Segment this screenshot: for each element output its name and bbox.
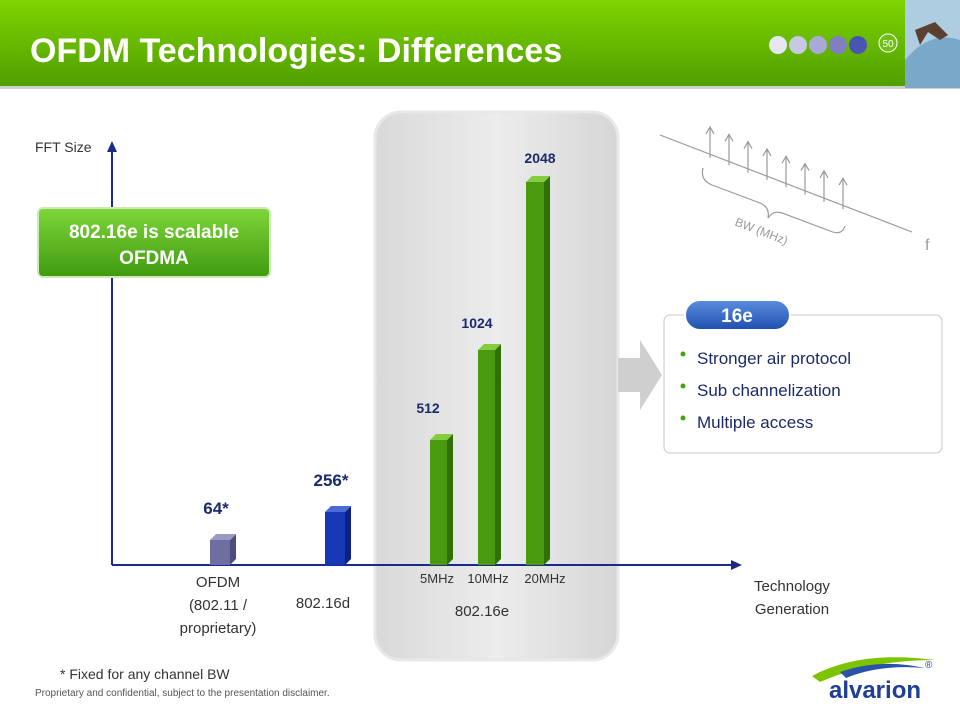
feature-box xyxy=(663,314,943,454)
bar xyxy=(526,176,550,565)
feature-item: Sub channelization xyxy=(697,381,841,400)
bar xyxy=(325,506,351,565)
group-label: (802.11 / xyxy=(189,597,248,614)
bar-label: 64* xyxy=(203,499,229,518)
frequency-label: f xyxy=(925,237,930,254)
bar xyxy=(430,434,453,565)
dot xyxy=(829,36,847,54)
subcarrier-head xyxy=(705,125,715,135)
y-arrow xyxy=(107,141,117,152)
bar-top xyxy=(478,344,501,350)
bar-front xyxy=(210,540,230,565)
subcarrier-head xyxy=(800,162,810,171)
subcarrier-head xyxy=(781,155,791,164)
bar-side xyxy=(495,344,501,565)
subcarriers xyxy=(705,125,848,210)
logo-swoosh xyxy=(840,663,925,678)
dot xyxy=(849,36,867,54)
feature-tag-text: 16e xyxy=(721,306,753,327)
x-arrow xyxy=(731,560,742,570)
bar xyxy=(210,534,236,565)
bar-top xyxy=(430,434,453,440)
callout-box xyxy=(37,207,271,278)
bar-top xyxy=(526,176,550,182)
logo-text: alvarion xyxy=(829,677,921,704)
photo-figure xyxy=(915,22,948,45)
group-label: proprietary) xyxy=(180,620,257,637)
subcarrier-head xyxy=(838,176,848,186)
bar-front xyxy=(526,182,544,565)
group-label: 802.16e xyxy=(455,603,509,620)
bars xyxy=(210,176,550,565)
bar-side xyxy=(447,434,453,565)
callout-text: OFDMA xyxy=(119,248,189,269)
dot xyxy=(789,36,807,54)
bar-label: 512 xyxy=(416,400,440,416)
bandwidth-label: BW (MHz) xyxy=(733,215,790,248)
bullet xyxy=(680,383,686,389)
feature-list: Stronger air protocol Sub channelization… xyxy=(680,349,851,432)
bandwidth-label: 5MHz xyxy=(420,571,454,586)
spectrum xyxy=(659,125,913,234)
disclaimer: Proprietary and confidential, subject to… xyxy=(35,688,330,699)
photo xyxy=(905,0,960,88)
subcarrier-head xyxy=(819,169,829,179)
subcarrier-head xyxy=(762,147,772,157)
bar-label: 1024 xyxy=(461,315,492,331)
subcarrier-head xyxy=(724,133,734,142)
subcarrier-head xyxy=(743,140,753,149)
bandwidth-label: 10MHz xyxy=(467,571,508,586)
bar-label: 2048 xyxy=(524,150,555,166)
group-label: 802.16d xyxy=(296,595,350,612)
bullet xyxy=(680,415,686,421)
x-axis-label: Technology xyxy=(754,578,830,595)
logo-swoosh xyxy=(812,657,935,682)
x-axis-label: Generation xyxy=(755,601,829,618)
group-label: OFDM xyxy=(196,574,240,591)
dot xyxy=(769,36,787,54)
bar-top xyxy=(325,506,351,512)
bar-front xyxy=(478,350,495,565)
y-axis-label: FFT Size xyxy=(35,139,92,155)
bar-front xyxy=(325,512,345,565)
callout-text: 802.16e is scalable xyxy=(69,222,239,243)
page-number: 50 xyxy=(882,39,894,50)
header-shadow xyxy=(0,86,960,89)
feature-tag xyxy=(684,299,791,331)
bandwidth-label: 20MHz xyxy=(524,571,565,586)
bar-front xyxy=(430,440,447,565)
footnote: * Fixed for any channel BW xyxy=(60,666,230,682)
feature-item: Multiple access xyxy=(697,413,813,432)
dot xyxy=(809,36,827,54)
bandwidth-brace xyxy=(701,167,846,234)
dots xyxy=(769,33,898,54)
bar-top xyxy=(210,534,236,540)
bar-side xyxy=(230,534,236,565)
bullet xyxy=(680,351,686,357)
logo-mark: ® xyxy=(925,660,933,671)
feature-item: Stronger air protocol xyxy=(697,349,851,368)
arrow xyxy=(618,340,662,410)
bar-side xyxy=(345,506,351,565)
bar-label: 256* xyxy=(314,471,349,490)
page-badge xyxy=(878,33,898,53)
title: OFDM Technologies: Differences xyxy=(30,32,562,70)
bar xyxy=(478,344,501,565)
bar-side xyxy=(544,176,550,565)
